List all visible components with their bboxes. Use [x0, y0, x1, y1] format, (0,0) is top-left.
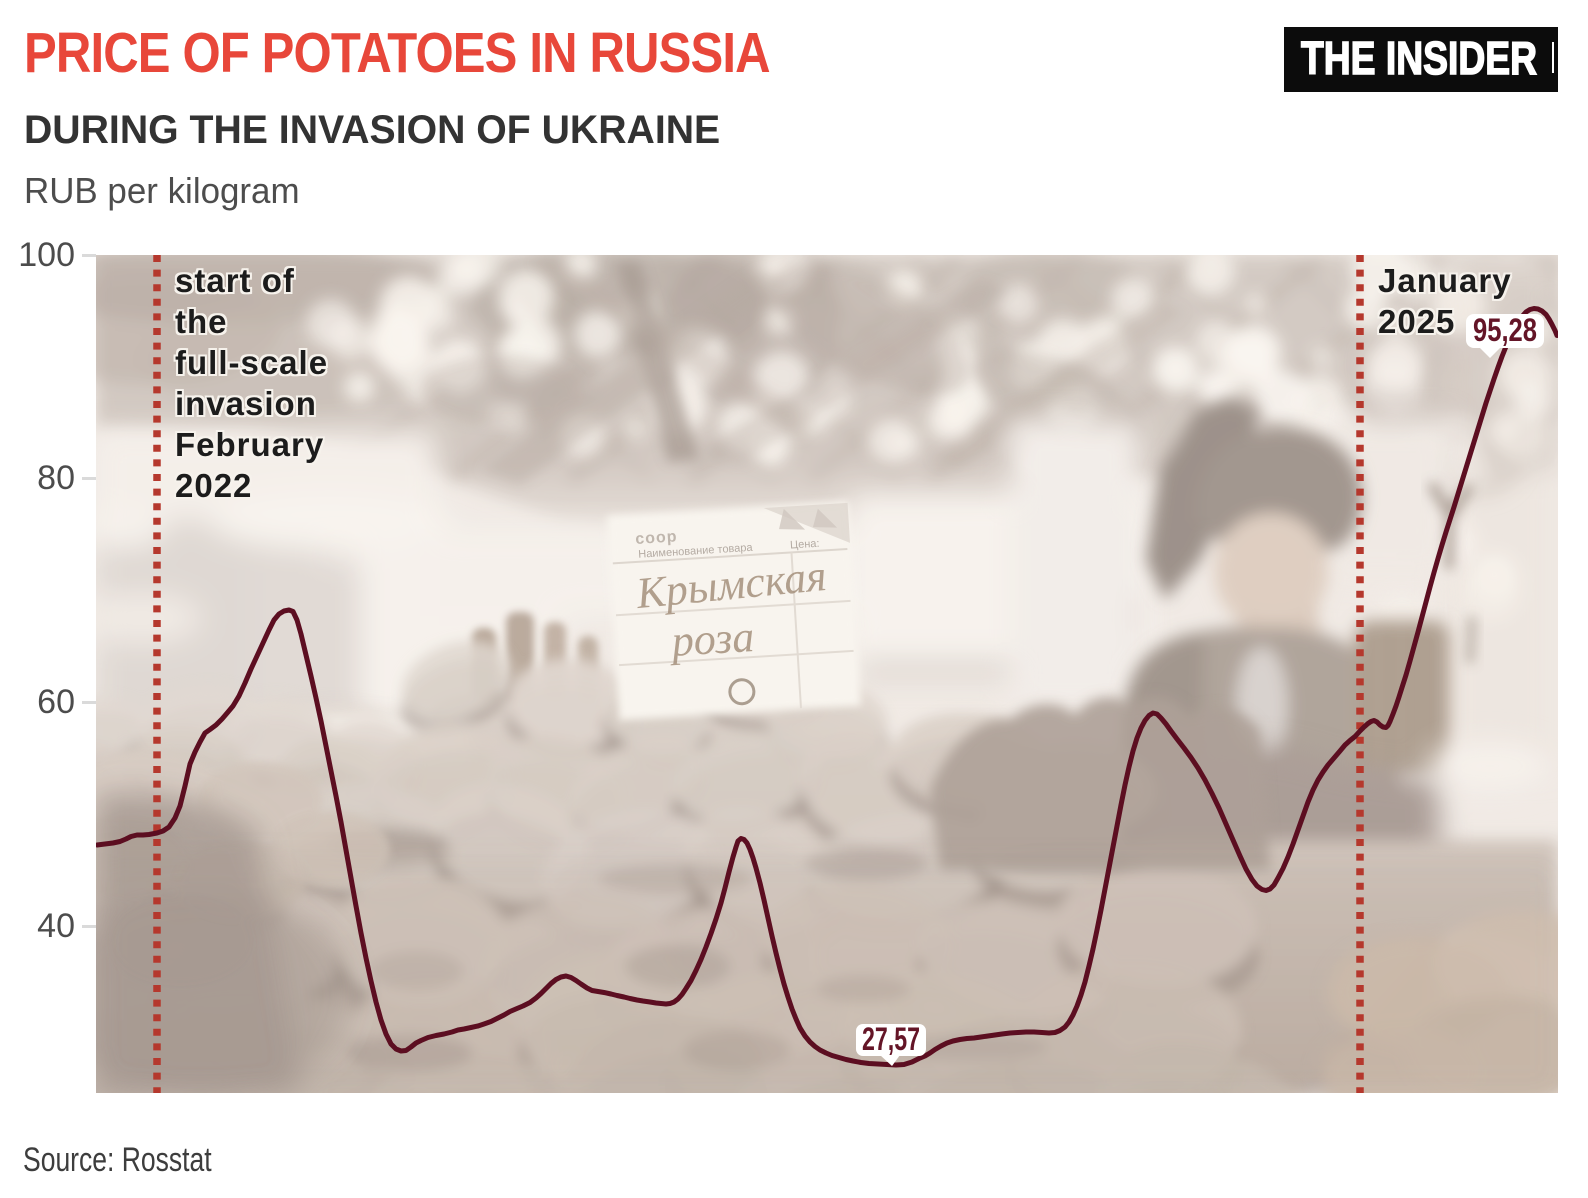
- svg-text:Цена:: Цена:: [790, 538, 820, 552]
- svg-text:95,28: 95,28: [1473, 312, 1537, 348]
- svg-text:coop: coop: [635, 528, 678, 548]
- svg-text:роза: роза: [667, 612, 755, 666]
- svg-text:27,57: 27,57: [862, 1021, 920, 1057]
